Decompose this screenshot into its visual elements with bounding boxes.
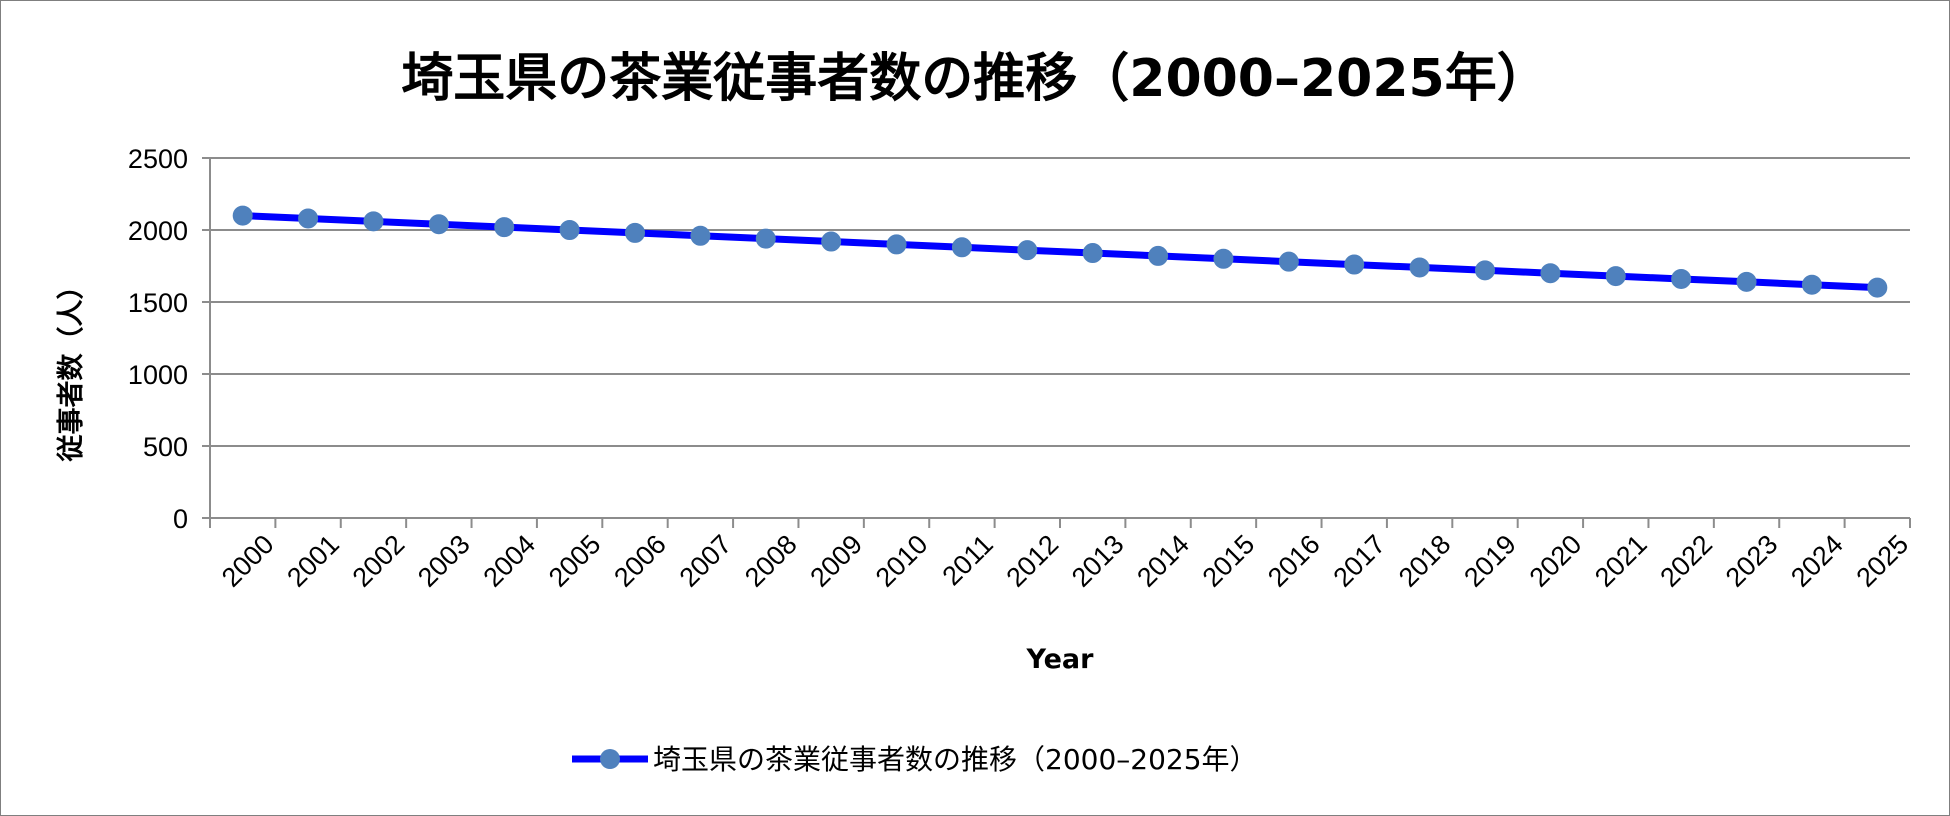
x-tick-label: 2003 bbox=[412, 529, 476, 593]
data-point-2015 bbox=[1213, 248, 1234, 269]
x-tick-label: 2020 bbox=[1524, 529, 1588, 593]
y-axis-title: 従事者数（人） bbox=[56, 273, 87, 463]
data-series bbox=[232, 205, 1888, 298]
x-tick-label: 2000 bbox=[216, 529, 280, 593]
data-point-2014 bbox=[1148, 245, 1169, 266]
x-axis-title: Year bbox=[1026, 644, 1095, 675]
x-tick-label: 2016 bbox=[1262, 529, 1326, 593]
data-point-2013 bbox=[1082, 243, 1103, 264]
gridlines bbox=[210, 157, 1910, 519]
x-tick-label: 2006 bbox=[608, 529, 672, 593]
data-point-2007 bbox=[690, 225, 711, 246]
x-tick-label: 2017 bbox=[1327, 529, 1391, 593]
data-point-2017 bbox=[1344, 254, 1365, 275]
x-tick-label: 2023 bbox=[1720, 529, 1784, 593]
x-tick-label: 2022 bbox=[1654, 529, 1718, 593]
x-tick-label: 2009 bbox=[804, 529, 868, 593]
x-tick-label: 2013 bbox=[1066, 529, 1130, 593]
data-point-2024 bbox=[1801, 274, 1822, 295]
x-tick-label: 2018 bbox=[1393, 529, 1457, 593]
data-point-2004 bbox=[494, 217, 515, 238]
x-tick-labels: 2000 2001 2002 2003 2004 2005 2006 2007 2008 2009… bbox=[216, 529, 1914, 593]
data-point-2022 bbox=[1671, 268, 1692, 289]
x-tick-label: 2021 bbox=[1589, 529, 1653, 593]
data-point-2002 bbox=[363, 211, 384, 232]
data-point-2018 bbox=[1409, 257, 1430, 278]
axes bbox=[202, 157, 1911, 528]
data-point-2020 bbox=[1540, 263, 1561, 284]
data-point-2010 bbox=[886, 234, 907, 255]
data-point-2000 bbox=[232, 205, 253, 226]
x-tick-label: 2007 bbox=[674, 529, 738, 593]
data-point-2006 bbox=[625, 222, 645, 243]
x-tick-label: 2012 bbox=[1001, 529, 1065, 593]
data-point-2016 bbox=[1278, 251, 1299, 272]
legend-label: 埼玉県の茶業従事者数の推移（2000–2025年） bbox=[653, 743, 1258, 776]
x-tick-label: 2004 bbox=[477, 529, 541, 593]
legend: 埼玉県の茶業従事者数の推移（2000–2025年） bbox=[572, 743, 1258, 776]
y-tick-label: 0 bbox=[173, 504, 188, 534]
x-tick-label: 2010 bbox=[870, 529, 934, 593]
y-tick-label: 1500 bbox=[128, 288, 188, 318]
y-tick-label: 1000 bbox=[128, 360, 188, 390]
legend-marker-swatch bbox=[600, 749, 620, 769]
x-tick-label: 2025 bbox=[1851, 529, 1915, 593]
data-point-2023 bbox=[1736, 271, 1757, 292]
data-point-2009 bbox=[821, 231, 842, 252]
data-point-2025 bbox=[1867, 277, 1888, 298]
x-tick-label: 2014 bbox=[1131, 529, 1195, 593]
data-point-2008 bbox=[755, 228, 776, 249]
x-tick-label: 2001 bbox=[281, 529, 345, 593]
x-tick-label: 2002 bbox=[347, 529, 411, 593]
data-point-2003 bbox=[428, 214, 449, 235]
data-point-2021 bbox=[1605, 266, 1626, 287]
y-tick-label: 2000 bbox=[128, 216, 188, 246]
data-point-2012 bbox=[1017, 240, 1038, 261]
series-line bbox=[239, 212, 1881, 292]
data-point-2011 bbox=[951, 237, 972, 258]
y-tick-label: 2500 bbox=[128, 144, 188, 174]
chart-title: 埼玉県の茶業従事者数の推移（2000–2025年） bbox=[401, 49, 1549, 109]
x-tick-label: 2005 bbox=[543, 529, 607, 593]
x-tick-label: 2008 bbox=[739, 529, 803, 593]
x-tick-label: 2011 bbox=[937, 529, 999, 591]
y-tick-label: 500 bbox=[143, 432, 188, 462]
x-tick-label: 2024 bbox=[1785, 529, 1849, 593]
data-point-2001 bbox=[298, 208, 319, 229]
data-point-2019 bbox=[1475, 260, 1495, 281]
data-point-2005 bbox=[559, 220, 580, 240]
x-tick-label: 2019 bbox=[1458, 529, 1522, 593]
x-tick-label: 2015 bbox=[1197, 529, 1261, 593]
y-tick-labels: 0 500 1000 1500 2000 2500 bbox=[128, 144, 188, 534]
